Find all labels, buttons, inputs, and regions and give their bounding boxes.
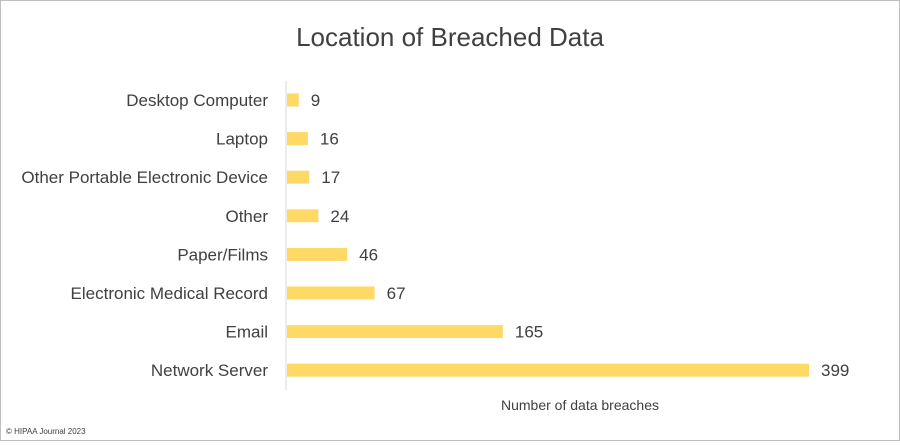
bar-desktop-computer (287, 93, 299, 107)
data-label: 16 (320, 130, 339, 149)
category-label: Paper/Films (177, 245, 268, 264)
data-label: 9 (311, 91, 320, 110)
bar-paper-films (287, 247, 348, 261)
category-labels: Desktop Computer Laptop Other Portable Ele… (21, 91, 268, 380)
category-label: Laptop (216, 130, 268, 149)
data-label: 399 (821, 361, 849, 380)
bar-other-portable-electronic-device (287, 170, 310, 184)
bar-electronic-medical-record (287, 286, 375, 300)
copyright-credit: © HIPAA Journal 2023 (6, 427, 86, 436)
data-label: 46 (359, 245, 378, 264)
category-label: Email (225, 323, 268, 342)
x-axis-title: Number of data breaches (501, 397, 659, 413)
bar-laptop (287, 132, 308, 146)
bar-email (287, 325, 503, 339)
category-label: Desktop Computer (126, 91, 268, 110)
data-label: 67 (387, 284, 406, 303)
bar-network-server (287, 363, 809, 377)
bars-group (287, 93, 809, 377)
value-labels: 9 16 17 24 46 67 165 399 (311, 91, 850, 380)
data-label: 24 (330, 207, 349, 226)
category-label: Electronic Medical Record (71, 284, 268, 303)
bar-other (287, 209, 319, 223)
category-label: Network Server (151, 361, 268, 380)
data-label: 165 (515, 323, 543, 342)
data-label: 17 (321, 168, 340, 187)
category-label: Other Portable Electronic Device (21, 168, 268, 187)
chart-title: Location of Breached Data (296, 22, 604, 52)
category-label: Other (225, 207, 268, 226)
